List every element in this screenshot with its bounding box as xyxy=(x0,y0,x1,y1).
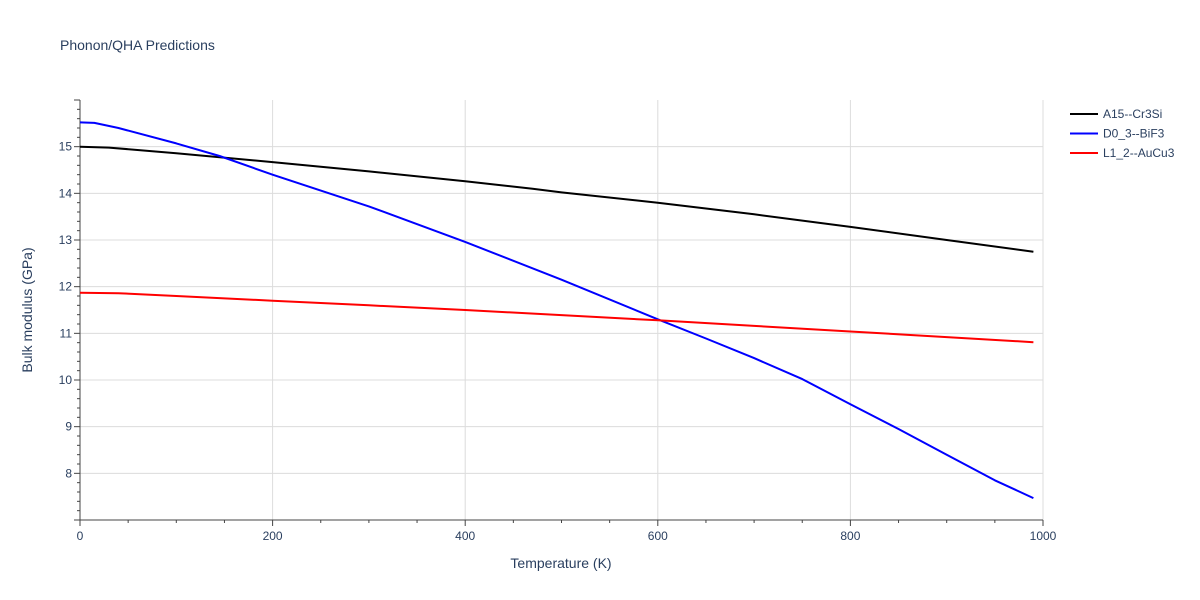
x-tick-label: 1000 xyxy=(1030,529,1057,543)
x-tick-label: 600 xyxy=(648,529,668,543)
chart-title: Phonon/QHA Predictions xyxy=(60,37,215,53)
series-line xyxy=(79,291,1034,344)
y-tick-label: 10 xyxy=(59,373,73,387)
y-tick-label: 11 xyxy=(60,326,73,340)
legend-label: A15--Cr3Si xyxy=(1103,107,1162,121)
series-line xyxy=(79,121,1034,500)
x-tick-label: 400 xyxy=(455,529,475,543)
y-axis-title: Bulk modulus (GPa) xyxy=(19,247,35,372)
grid xyxy=(80,100,1044,520)
y-tick-label: 13 xyxy=(59,233,73,247)
y-tick-label: 15 xyxy=(59,140,73,154)
x-axis-title: Temperature (K) xyxy=(510,555,611,571)
y-tick-label: 9 xyxy=(65,420,72,434)
y-tick-label: 8 xyxy=(65,466,72,480)
y-tick-label: 14 xyxy=(59,186,73,200)
legend-label: L1_2--AuCu3 xyxy=(1103,146,1175,160)
plot-area xyxy=(79,121,1034,500)
series-line xyxy=(79,145,1034,253)
y-tick-label: 12 xyxy=(59,280,73,294)
x-tick-label: 200 xyxy=(263,529,283,543)
legend: A15--Cr3Si D0_3--BiF3 L1_2--AuCu3 xyxy=(1070,107,1175,160)
legend-label: D0_3--BiF3 xyxy=(1103,127,1165,141)
x-tick-label: 0 xyxy=(77,529,84,543)
x-tick-label: 800 xyxy=(840,529,860,543)
axes: 0 200 400 600 800 1000 8 9 10 11 12 13 14 15 xyxy=(59,99,1057,543)
